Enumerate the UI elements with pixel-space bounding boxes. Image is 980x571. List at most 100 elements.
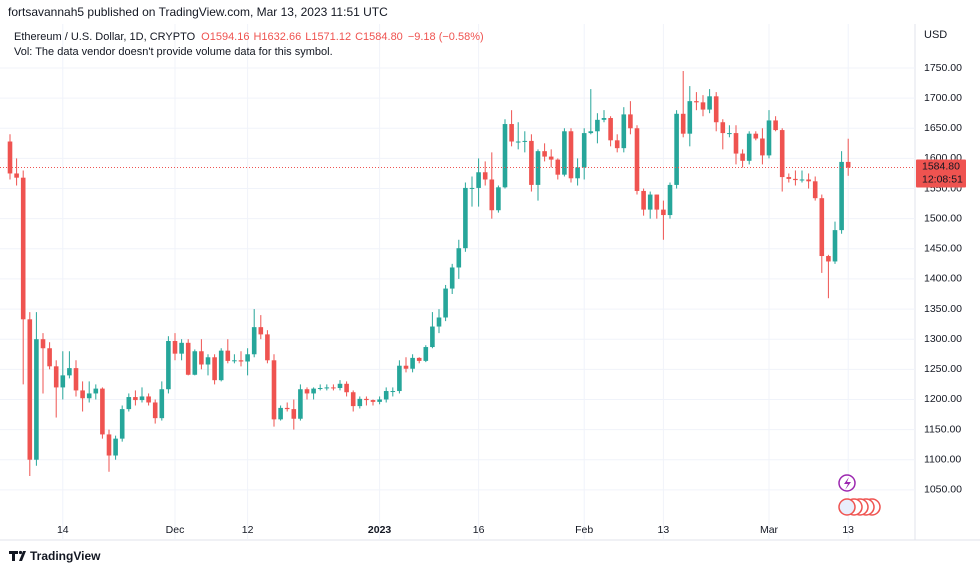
candle-body	[430, 326, 435, 348]
x-tick-label: 16	[473, 524, 485, 536]
candle-body	[773, 120, 778, 131]
candle-body	[304, 389, 310, 394]
y-tick-label: 1700.00	[924, 92, 962, 104]
y-tick-label: 1100.00	[924, 454, 961, 466]
candle-body	[595, 119, 600, 132]
y-tick-label: 1050.00	[924, 484, 962, 496]
candle-body	[53, 366, 59, 388]
x-tick-label: 13	[658, 524, 670, 536]
flag-icon	[838, 498, 856, 516]
candle-body	[7, 141, 13, 174]
y-tick-label: 1450.00	[924, 243, 962, 255]
y-tick-label: 1650.00	[924, 122, 962, 134]
candle-body	[113, 438, 118, 456]
x-tick-label: 13	[842, 524, 854, 536]
candle-body	[522, 140, 528, 142]
candle-body	[529, 140, 534, 185]
candle-body	[476, 172, 481, 188]
candle-body	[251, 327, 257, 355]
candle-body	[27, 319, 33, 460]
candle-body	[496, 187, 501, 211]
candle-body	[298, 389, 303, 419]
legend-value: O1594.16	[201, 31, 249, 43]
legend-value: C1584.80	[355, 31, 403, 43]
candle-body	[364, 398, 369, 401]
candle-body	[331, 387, 336, 389]
brand-logo: TradingView	[9, 549, 101, 563]
candle-body	[548, 156, 554, 160]
candle-body	[344, 383, 349, 393]
candle-body	[456, 248, 462, 268]
candle-body	[278, 407, 283, 420]
legend: Ethereum / U.S. Dollar, 1D, CRYPTO O1594.…	[14, 31, 484, 43]
candle-body	[67, 368, 72, 376]
candle-body	[614, 140, 620, 149]
legend-value: L1571.12	[305, 31, 351, 43]
candle-body	[555, 159, 561, 175]
candle-body	[443, 288, 448, 318]
candle-body	[397, 365, 402, 392]
candle-body	[733, 133, 739, 154]
candle-body	[819, 198, 825, 257]
candle-body	[647, 194, 653, 210]
candle-body	[581, 133, 587, 168]
candle-body	[40, 339, 46, 349]
y-tick-label: 1300.00	[924, 333, 962, 345]
candles	[0, 71, 915, 477]
candle-body	[86, 393, 92, 399]
candle-body	[489, 179, 495, 211]
x-tick-label: 2023	[368, 524, 392, 536]
candle-body	[674, 113, 679, 185]
candle-body	[93, 388, 99, 394]
candle-body	[205, 357, 211, 365]
logo-dot	[18, 550, 23, 555]
candle-body	[258, 327, 264, 335]
candle-body	[370, 400, 376, 402]
candle-body	[667, 184, 673, 216]
candle-body	[621, 114, 627, 149]
candle-body	[661, 209, 666, 216]
candle-body	[753, 133, 759, 139]
candle-body	[727, 133, 732, 135]
candle-body	[707, 96, 712, 110]
x-tick-label: Dec	[166, 524, 185, 536]
candle-body	[232, 360, 237, 362]
candle-body	[601, 118, 607, 120]
candle-body	[608, 118, 613, 141]
x-tick-label: Mar	[760, 524, 779, 536]
candle-body	[502, 124, 508, 188]
candle-body	[271, 360, 277, 420]
y-tick-label: 1150.00	[924, 423, 961, 435]
candle-body	[80, 390, 85, 399]
candle-body	[463, 187, 468, 249]
candle-body	[509, 124, 514, 142]
candle-body	[806, 179, 811, 182]
candle-body	[337, 383, 343, 389]
x-tick-label: Feb	[575, 524, 593, 536]
candle-body	[172, 341, 178, 354]
candle-body	[839, 161, 844, 231]
last-price-box	[916, 159, 966, 188]
candle-body	[350, 392, 356, 407]
candle-body	[238, 360, 244, 362]
candle-body	[634, 128, 640, 191]
candle-body	[641, 190, 646, 210]
candle-body	[746, 133, 752, 161]
candle-body	[832, 230, 838, 262]
candle-body	[265, 334, 270, 361]
candle-body	[793, 178, 798, 181]
x-tick-label: 12	[242, 524, 254, 536]
y-tick-label: 1750.00	[924, 62, 962, 74]
candle-body	[284, 407, 290, 410]
candle-body	[416, 357, 422, 361]
candle-body	[588, 131, 594, 134]
candle-body	[311, 388, 316, 394]
candle-body	[740, 153, 745, 161]
candle-body	[73, 368, 79, 391]
candle-body	[291, 409, 297, 419]
y-tick-label: 1350.00	[924, 303, 962, 315]
countdown: 12:08:51	[922, 173, 963, 185]
